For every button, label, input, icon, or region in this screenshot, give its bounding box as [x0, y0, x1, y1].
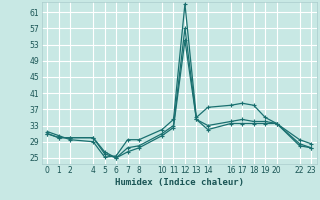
X-axis label: Humidex (Indice chaleur): Humidex (Indice chaleur) [115, 178, 244, 187]
